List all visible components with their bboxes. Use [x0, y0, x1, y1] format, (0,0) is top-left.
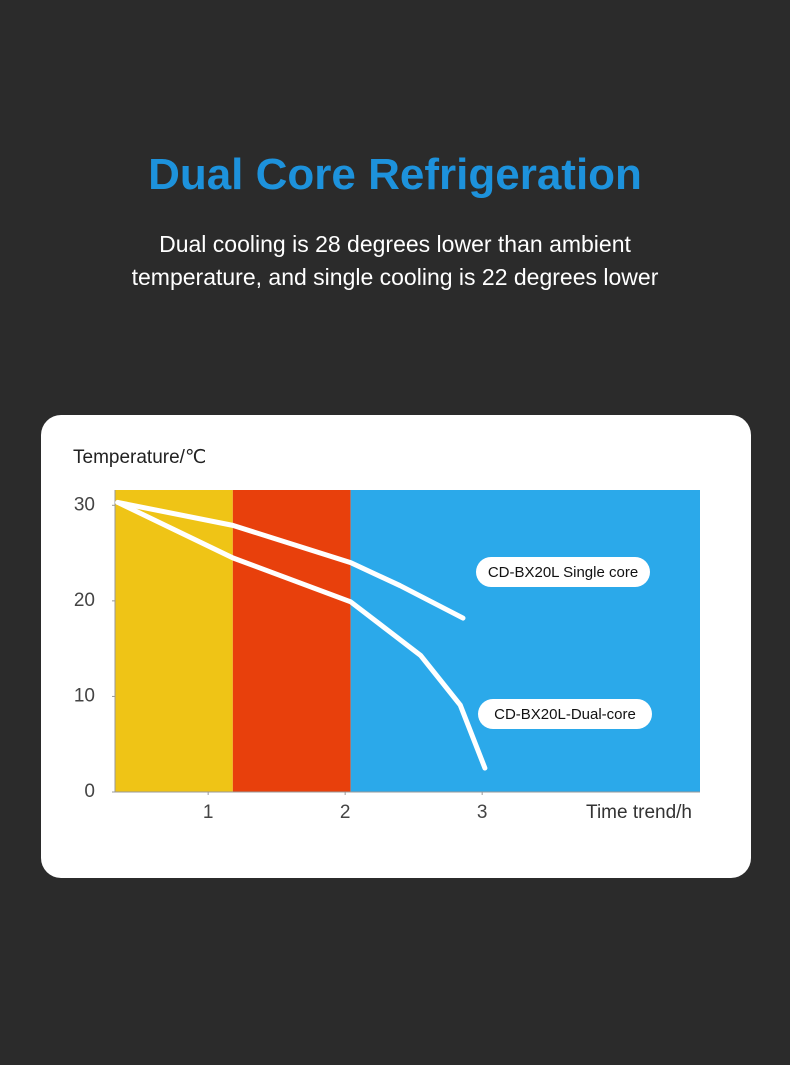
- legend-pill: [476, 557, 650, 587]
- x-tick-label: 2: [340, 802, 351, 823]
- y-axis-label: Temperature/℃: [73, 447, 206, 468]
- y-tick-label: 30: [74, 494, 95, 515]
- x-tick-label: 1: [203, 802, 214, 823]
- subtitle: Dual cooling is 28 degrees lower than am…: [131, 231, 659, 290]
- title: Dual Core Refrigeration: [148, 150, 642, 199]
- legend-pill: [478, 699, 652, 729]
- series-line: [115, 499, 466, 621]
- band: [232, 490, 351, 792]
- legend-label: CD-BX20L-Dual-core: [494, 706, 636, 723]
- y-tick-label: 0: [84, 781, 95, 802]
- y-tick-label: 10: [74, 685, 95, 706]
- legend-label: CD-BX20L Single core: [488, 564, 638, 581]
- band: [350, 490, 700, 792]
- x-tick-label: 3: [477, 802, 488, 823]
- x-axis-label: Time trend/h: [586, 802, 692, 823]
- series-line: [115, 499, 488, 771]
- y-tick-label: 20: [74, 590, 95, 611]
- band: [115, 490, 233, 792]
